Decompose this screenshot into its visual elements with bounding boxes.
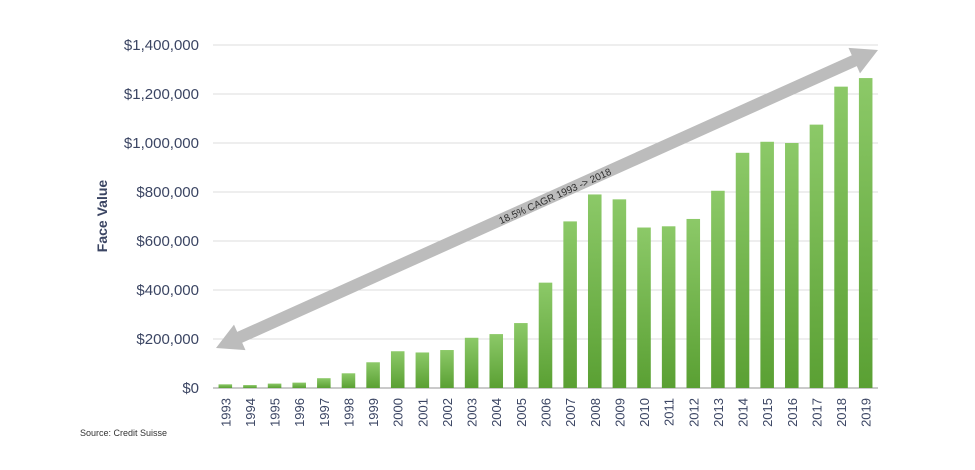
bar-2002 (440, 350, 454, 388)
bar-1996 (292, 382, 306, 388)
x-tick-label: 2017 (809, 398, 824, 427)
bar-1998 (341, 373, 356, 388)
x-tick-label: 2011 (662, 398, 677, 426)
y-tick-labels: $0 $200,000 $400,000 $600,000 $800,000 $1,000… (124, 37, 199, 397)
x-tick-label: 2000 (391, 398, 406, 427)
x-tick-label: 2008 (588, 398, 603, 427)
x-tick-label: 2016 (785, 398, 800, 427)
x-tick-label: 2019 (859, 398, 874, 427)
x-tick-label: 2007 (563, 398, 578, 427)
bar-2012 (686, 218, 701, 388)
bar-2003 (464, 337, 479, 388)
y-tick-label: $1,400,000 (124, 37, 199, 54)
source-note: Source: Credit Suisse (80, 428, 168, 438)
bar-2013 (711, 190, 725, 388)
bar-2008 (587, 194, 602, 388)
x-tick-label: 2009 (612, 398, 627, 427)
x-tick-label: 2015 (760, 398, 775, 427)
bar-2018 (834, 86, 848, 389)
x-tick-label: 1994 (243, 398, 258, 427)
x-tick-label: 2014 (736, 398, 751, 427)
bar-1994 (243, 385, 257, 388)
y-tick-label: $1,000,000 (124, 135, 199, 152)
x-tick-label: 2003 (465, 398, 480, 427)
x-tick-label: 2006 (539, 398, 554, 427)
bars (218, 78, 873, 389)
bar-2019 (858, 78, 873, 388)
x-tick-label: 1995 (268, 398, 283, 427)
y-axis-label: Face Value (94, 180, 110, 253)
x-tick-label: 2002 (440, 398, 455, 427)
x-tick-label: 2018 (834, 398, 849, 427)
x-tick-label: 2005 (514, 398, 529, 427)
cagr-arrow-shape (216, 47, 878, 351)
bar-1995 (267, 383, 282, 388)
y-tick-label: $0 (182, 380, 199, 397)
bar-2010 (637, 227, 651, 388)
bar-2017 (809, 124, 824, 388)
bar-2001 (415, 352, 430, 388)
bar-2000 (390, 351, 405, 388)
x-tick-label: 2012 (686, 398, 701, 427)
x-tick-label: 2010 (637, 398, 652, 427)
bar-2006 (538, 282, 553, 388)
x-tick-label: 1997 (317, 398, 332, 427)
bar-1993 (218, 384, 233, 388)
y-tick-label: $1,200,000 (124, 86, 199, 103)
x-tick-label: 2004 (489, 398, 504, 427)
x-tick-label: 2013 (711, 398, 726, 427)
x-tick-label: 1998 (341, 398, 356, 427)
bar-2011 (661, 226, 676, 388)
bar-2014 (735, 152, 750, 388)
x-tick-label: 1993 (218, 398, 233, 427)
y-tick-label: $800,000 (136, 184, 199, 201)
bar-1999 (366, 362, 380, 388)
bar-1997 (317, 378, 331, 388)
y-tick-label: $600,000 (136, 233, 199, 250)
bar-2007 (563, 221, 577, 388)
bar-2005 (514, 323, 528, 388)
y-tick-label: $200,000 (136, 331, 199, 348)
bar-2004 (489, 334, 504, 388)
x-tick-labels: 1993 1994 1995 1996 1997 1998 1999 2000 2001 2002… (218, 398, 873, 427)
bar-2016 (785, 143, 799, 388)
x-tick-label: 1999 (366, 398, 381, 427)
x-tick-label: 2001 (415, 398, 430, 427)
y-tick-label: $400,000 (136, 282, 199, 299)
x-tick-label: 1996 (292, 398, 307, 427)
bar-2015 (760, 141, 774, 388)
bar-2009 (612, 199, 627, 388)
